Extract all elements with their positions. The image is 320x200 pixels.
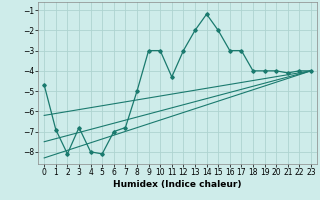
X-axis label: Humidex (Indice chaleur): Humidex (Indice chaleur) xyxy=(113,180,242,189)
